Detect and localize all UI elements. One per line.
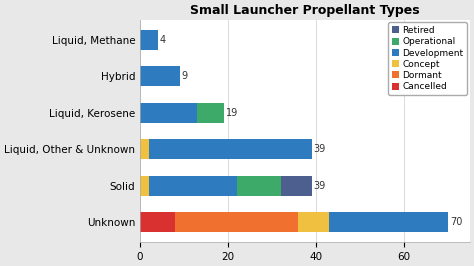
Bar xyxy=(149,139,311,159)
Text: 39: 39 xyxy=(314,181,326,190)
Bar xyxy=(140,103,197,123)
Bar xyxy=(140,30,158,50)
Text: 9: 9 xyxy=(182,71,188,81)
Legend: Retired, Operational, Development, Concept, Dormant, Cancelled: Retired, Operational, Development, Conce… xyxy=(388,22,467,95)
Text: 39: 39 xyxy=(314,144,326,154)
Text: 4: 4 xyxy=(160,35,166,45)
Text: 19: 19 xyxy=(226,108,238,118)
Bar xyxy=(140,212,175,232)
Bar xyxy=(237,176,281,196)
Bar xyxy=(197,103,224,123)
Bar xyxy=(329,212,448,232)
Bar xyxy=(140,66,180,86)
Bar xyxy=(281,176,311,196)
Bar xyxy=(140,176,149,196)
Bar xyxy=(298,212,329,232)
Bar xyxy=(140,139,149,159)
Bar xyxy=(149,176,237,196)
Bar xyxy=(175,212,298,232)
Title: Small Launcher Propellant Types: Small Launcher Propellant Types xyxy=(190,4,420,17)
Text: 70: 70 xyxy=(450,217,463,227)
